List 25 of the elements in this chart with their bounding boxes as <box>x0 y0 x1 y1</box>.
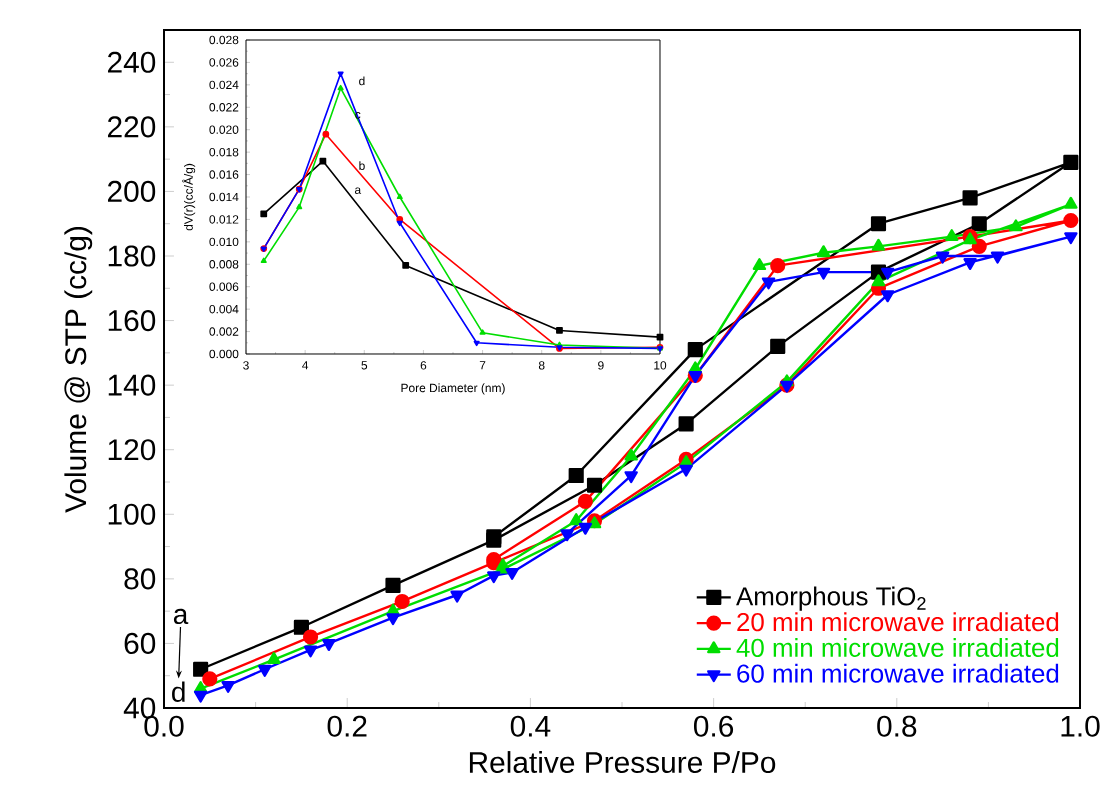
annotation: d <box>172 681 185 702</box>
y-tick-label: 60 <box>124 632 156 654</box>
y-tick-label: 220 <box>108 116 156 138</box>
x-tick-label: 0.0 <box>144 715 184 737</box>
x-tick-label: 1.0 <box>1061 715 1100 737</box>
x-tick-label: 0.6 <box>693 715 734 737</box>
legend-label: Amorphous TiO$_{2}$ <box>736 586 926 611</box>
x-axis-title: Relative Pressure P/Po <box>469 751 776 774</box>
x-tick-label: 0.2 <box>327 715 367 737</box>
legend-label: 40 min microwave irradiated <box>736 637 1059 657</box>
x-tick-label: 0.8 <box>877 715 917 737</box>
y-tick-label: 160 <box>108 309 156 332</box>
y-axis-title: Volume @ STP (cc/g) <box>64 226 93 513</box>
y-tick-label: 40 <box>123 697 156 719</box>
y-tick-label: 140 <box>108 374 156 396</box>
y-tick-label: 240 <box>108 51 156 73</box>
legend-label: 20 min microwave irradiated <box>737 612 1059 632</box>
y-tick-label: 80 <box>124 568 156 590</box>
y-tick-label: 180 <box>108 245 156 267</box>
y-tick-label: 120 <box>108 439 156 461</box>
annotation: a <box>173 608 189 625</box>
y-tick-label: 200 <box>108 180 156 202</box>
y-tick-label: 100 <box>108 503 156 525</box>
x-tick-label: 0.4 <box>510 715 551 737</box>
legend-label: 60 min microwave irradiated <box>737 663 1059 683</box>
